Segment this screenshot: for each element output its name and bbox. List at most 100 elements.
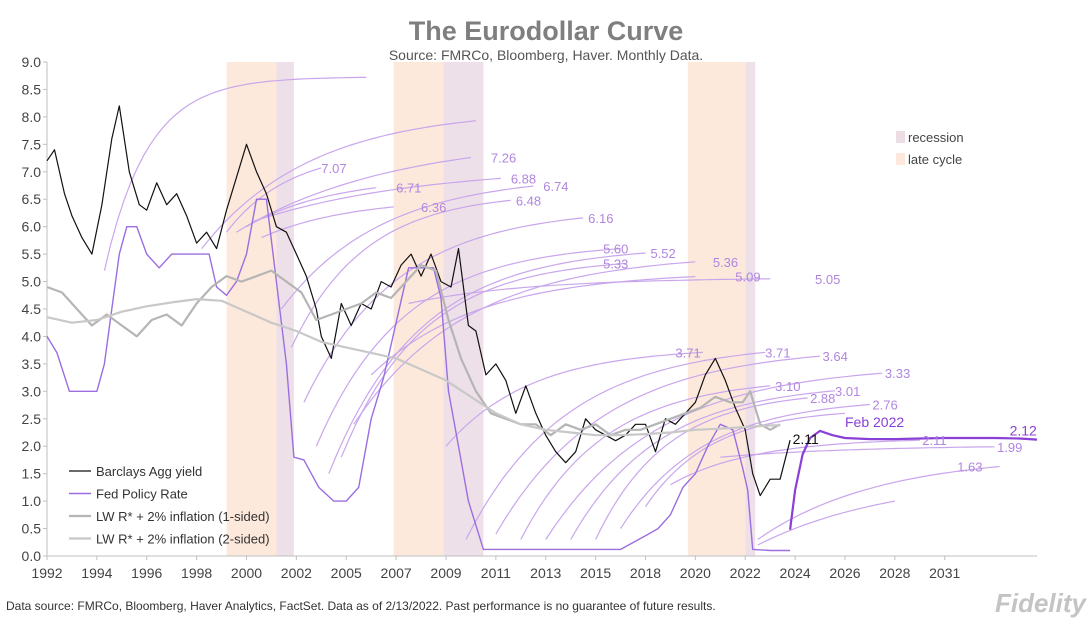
legend: Barclays Agg yield Fed Policy Rate LW R* +… <box>69 464 270 547</box>
legend-label: LW R* + 2% inflation (1-sided) <box>96 509 270 524</box>
forward-curve-3 <box>236 156 471 233</box>
forward-curve-13 <box>353 261 696 425</box>
forward-label: 1.99 <box>997 440 1022 455</box>
y-tick-label: 0.0 <box>22 548 42 564</box>
forward-label: 5.60 <box>603 242 628 257</box>
y-tick-label: 2.0 <box>22 438 42 454</box>
forward-label: 5.52 <box>650 246 675 261</box>
chart-subtitle: Source: FMRCo, Bloomberg, Haver. Monthly… <box>389 47 703 63</box>
y-tick-label: 7.5 <box>22 136 42 152</box>
series-layer <box>46 105 1038 552</box>
forward-label: 2.88 <box>810 391 835 406</box>
y-tick-label: 2.5 <box>22 411 42 427</box>
footer-note: Data source: FMRCo, Bloomberg, Haver Ana… <box>6 599 716 613</box>
x-tick-label: 2013 <box>530 565 561 581</box>
late-cycle-swatch <box>896 153 905 165</box>
recession-legend-label: recession <box>908 130 964 145</box>
forward-curve-21 <box>570 390 836 540</box>
x-tick-label: 2007 <box>381 565 412 581</box>
y-tick-label: 6.5 <box>22 191 42 207</box>
forward-label: 6.71 <box>396 181 421 196</box>
agg-current-label: 2.11 <box>793 431 819 447</box>
forward-label: 7.07 <box>321 161 346 176</box>
forward-curve-18 <box>495 355 821 535</box>
x-tick-label: 2011 <box>481 565 511 581</box>
series-line-4 <box>789 429 1038 530</box>
y-tick-label: 8.0 <box>22 109 42 125</box>
shading-legend: recession late cycle <box>896 130 964 167</box>
forward-label: 3.64 <box>823 349 848 364</box>
x-tick-label: 2031 <box>929 565 960 581</box>
forward-curve-26 <box>720 446 995 458</box>
feb-end-label: 2.12 <box>1010 423 1037 439</box>
x-tick-label: 2024 <box>780 565 811 581</box>
x-tick-label: 2022 <box>730 565 761 581</box>
legend-label: Barclays Agg yield <box>96 464 202 479</box>
late-cycle-band-1 <box>393 62 444 556</box>
forward-curve-9 <box>303 217 584 403</box>
x-tick-label: 2026 <box>829 565 860 581</box>
forward-curve-20 <box>545 372 883 540</box>
forward-label: 7.26 <box>491 151 516 166</box>
forward-label: 3.33 <box>885 366 910 381</box>
y-tick-label: 1.0 <box>22 493 42 509</box>
series-line-3 <box>46 298 781 437</box>
forward-curve-11 <box>328 252 646 474</box>
forward-curve-15 <box>408 278 771 305</box>
late-cycle-band-2 <box>687 62 746 556</box>
legend-label: Fed Policy Rate <box>96 487 188 502</box>
forward-label: 6.74 <box>543 179 568 194</box>
forward-curve-27 <box>757 465 1000 540</box>
series-line-2 <box>46 264 781 437</box>
forward-label: 6.16 <box>588 211 613 226</box>
forward-curve-10 <box>315 248 621 447</box>
x-tick-label: 2015 <box>580 565 611 581</box>
forward-curve-14 <box>370 276 696 376</box>
x-tick-label: 1992 <box>31 565 62 581</box>
forward-curve-5 <box>253 177 501 222</box>
forward-curve-7 <box>280 185 534 310</box>
x-tick-label: 2020 <box>680 565 711 581</box>
y-tick-label: 3.5 <box>22 356 42 372</box>
forward-label: 6.88 <box>511 171 536 186</box>
fidelity-logo: Fidelity <box>994 588 1086 618</box>
legend-label: LW R* + 2% inflation (2-sided) <box>96 532 270 547</box>
forward-curve-1 <box>201 120 476 249</box>
y-tick-label: 3.0 <box>22 383 42 399</box>
forward-label: 5.33 <box>603 256 628 271</box>
late-cycle-band-0 <box>226 62 277 556</box>
axes: 0.0 0.5 1.0 1.5 2.0 2.5 3.0 3.5 4.0 4.5 5.0 5.5 6.0 6… <box>22 54 1037 581</box>
x-tick-label: 2018 <box>630 565 661 581</box>
x-tick-label: 2005 <box>331 565 362 581</box>
forward-label: 3.71 <box>765 345 790 360</box>
forward-label: 3.10 <box>775 379 800 394</box>
late-cycle-legend-label: late cycle <box>908 152 962 167</box>
forward-curve-25 <box>670 439 920 486</box>
feb-series-label: Feb 2022 <box>845 414 904 430</box>
y-tick-label: 4.5 <box>22 301 42 317</box>
forward-label: 1.63 <box>957 460 982 475</box>
x-tick-label: 1994 <box>81 565 112 581</box>
y-tick-label: 1.5 <box>22 466 42 482</box>
forward-curve-22 <box>595 397 808 540</box>
y-tick-label: 5.0 <box>22 274 42 290</box>
forward-label: 2.11 <box>922 433 946 448</box>
chart-title: The Eurodollar Curve <box>409 16 684 46</box>
series-line-1 <box>46 198 791 552</box>
y-tick-label: 5.5 <box>22 246 42 262</box>
forward-label: 6.36 <box>421 200 446 215</box>
x-tick-label: 2002 <box>281 565 312 581</box>
recession-band-1 <box>443 62 484 556</box>
forward-label: 5.36 <box>713 255 738 270</box>
forward-label: 3.71 <box>675 345 700 360</box>
x-tick-label: 2028 <box>879 565 910 581</box>
x-tick-label: 1996 <box>131 565 162 581</box>
y-tick-label: 9.0 <box>22 54 42 70</box>
forward-curve-8 <box>290 199 511 348</box>
forward-label: 3.01 <box>835 384 860 399</box>
forward-curve-6 <box>261 206 394 239</box>
forward-curve-0 <box>103 76 367 271</box>
y-tick-label: 7.0 <box>22 164 42 180</box>
forward-label: 2.76 <box>872 398 897 413</box>
